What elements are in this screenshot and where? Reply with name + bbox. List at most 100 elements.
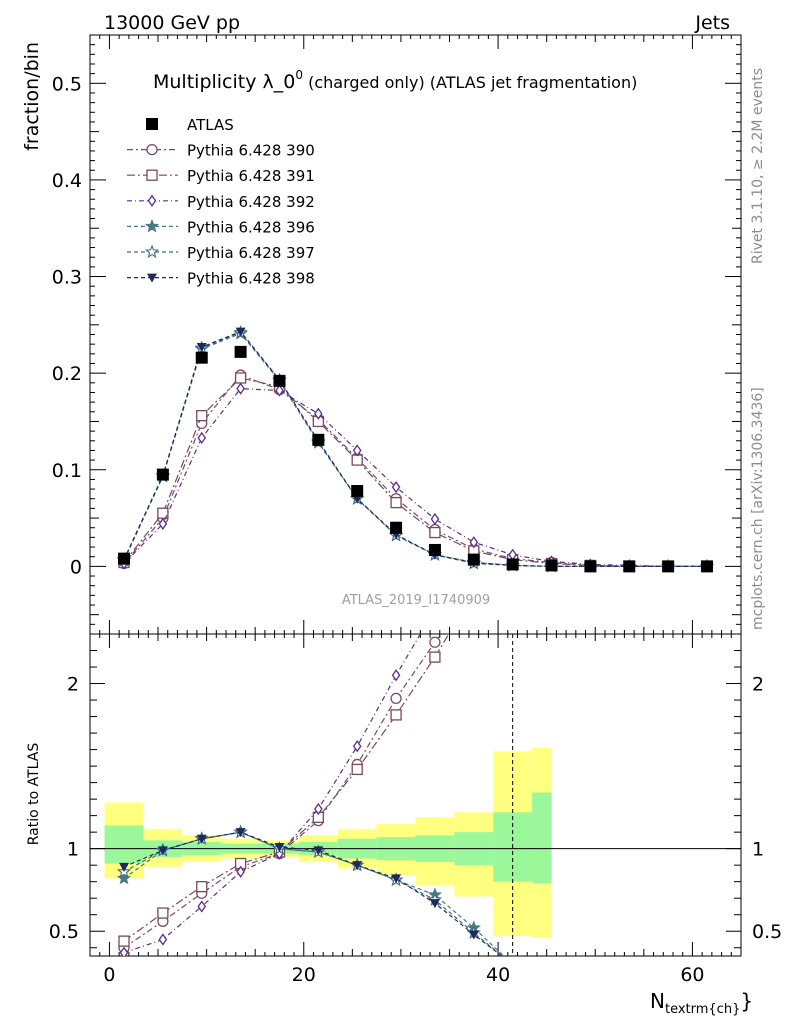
legend-marker — [146, 169, 158, 181]
ratio-point — [157, 846, 168, 856]
ratio-y-tick-label-left: 2 — [67, 674, 79, 696]
legend-marker — [147, 273, 157, 283]
ratio-series-line — [123, 634, 450, 942]
watermark: ATLAS_2019_I1740909 — [342, 593, 490, 608]
x-tick-label: 40 — [486, 964, 510, 986]
main-y-tick-label: 0 — [70, 556, 82, 578]
x-axis-label: Ntextrm{ch}} — [650, 989, 753, 1017]
mc-point — [196, 410, 208, 422]
ratio-band-inner — [532, 792, 552, 884]
data-point — [700, 560, 713, 573]
legend-entry: Pythia 6.428 392 — [127, 193, 315, 211]
main-y-tick-label: 0.3 — [52, 267, 82, 289]
main-y-tick-label: 0.5 — [52, 73, 82, 95]
data-point — [545, 559, 558, 572]
legend-label: ATLAS — [187, 116, 234, 134]
ratio-series-line — [123, 634, 442, 949]
data-point — [584, 560, 597, 573]
ratio-series-group — [116, 634, 505, 956]
data-point — [195, 351, 208, 364]
data-point — [623, 560, 636, 573]
header-right: Jets — [694, 12, 730, 34]
mc-point — [236, 382, 245, 395]
x-tick-label: 60 — [680, 964, 704, 986]
main-series-group — [116, 325, 715, 573]
series-line — [123, 332, 707, 567]
legend-label: Pythia 6.428 397 — [187, 244, 315, 262]
ratio-bands — [104, 747, 552, 938]
mc-point — [196, 343, 207, 353]
ratio-point — [351, 763, 363, 776]
main-title: Multiplicity λ_00 (charged only) (ATLAS … — [153, 68, 637, 93]
ratio-point — [429, 636, 441, 648]
ratio-point — [274, 843, 285, 853]
legend-marker — [146, 143, 158, 156]
ratio-point — [196, 880, 208, 893]
ratio-point — [352, 740, 362, 753]
ratio-y-tick-label-right: 2 — [752, 674, 764, 696]
title-main: Multiplicity λ_0 — [153, 71, 295, 93]
legend-entry: Pythia 6.428 391 — [127, 167, 315, 185]
ratio-series-line — [123, 831, 505, 956]
ratio-point — [236, 865, 245, 878]
ratio-point — [158, 933, 168, 946]
mc-point — [352, 444, 362, 457]
x-tick-label: 20 — [292, 964, 316, 986]
main-y-tick-label: 0.4 — [52, 170, 82, 192]
ratio-frame — [89, 633, 742, 957]
x-axis-label-sub: textrm{ch} — [665, 1002, 740, 1017]
ratio-point — [391, 669, 401, 682]
data-point — [428, 543, 441, 556]
ratio-y-tick-label-right: 1 — [752, 839, 764, 861]
x-axis-label-main: N — [650, 989, 665, 1013]
legend-marker — [147, 194, 157, 207]
series-line — [123, 331, 707, 567]
legend-label: Pythia 6.428 390 — [187, 142, 315, 160]
data-point — [506, 558, 519, 571]
main-ylabel: fraction/bin — [21, 42, 43, 151]
mc-point — [234, 372, 247, 384]
data-point — [118, 552, 131, 565]
title-suffix: (charged only) (ATLAS jet fragmentation) — [303, 73, 637, 92]
ratio-series-line — [123, 634, 422, 954]
legend-entry: ATLAS — [146, 116, 234, 134]
ratio-point — [390, 692, 402, 705]
mc-point — [429, 526, 441, 539]
ratio-point — [235, 828, 246, 838]
ratio-point — [468, 930, 479, 940]
legend-label: Pythia 6.428 392 — [187, 193, 315, 211]
series-line — [123, 387, 707, 567]
mcplots-label: mcplots.cern.ch [arXiv:1306.3436] — [750, 387, 766, 630]
series-line — [123, 330, 707, 567]
legend-label: Pythia 6.428 398 — [187, 270, 315, 288]
main-panel: 0 0.1 0.2 0.3 0.4 0.5 ATLAS Pythia 6.428 390 Pyt… — [52, 34, 742, 635]
mc-point — [197, 431, 207, 445]
legend: ATLAS Pythia 6.428 390 Pythia 6.428 391 Pyt… — [127, 116, 315, 288]
mc-point — [158, 517, 168, 530]
ratio-point — [197, 900, 207, 913]
ratio-point — [390, 709, 402, 721]
rivet-label: Rivet 3.1.10, ≥ 2.2M events — [750, 68, 766, 264]
legend-marker — [144, 244, 160, 259]
ratio-y-tick-label-left: 0.5 — [49, 921, 79, 943]
legend-label: Pythia 6.428 391 — [187, 167, 315, 185]
header-left: 13000 GeV pp — [104, 12, 240, 34]
mc-point — [391, 481, 401, 494]
data-point — [467, 553, 480, 566]
ratio-point — [118, 935, 130, 947]
x-tick-label: 0 — [103, 964, 115, 986]
legend-marker — [144, 218, 160, 233]
ratio-point — [352, 861, 363, 871]
data-point — [390, 521, 403, 534]
legend-entry: Pythia 6.428 396 — [127, 218, 315, 236]
mc-point — [351, 454, 363, 466]
mc-point — [469, 536, 479, 549]
series-line — [123, 374, 707, 567]
ratio-point — [196, 834, 207, 844]
mc-point — [430, 512, 440, 526]
ratio-point — [119, 862, 130, 872]
mc-point — [275, 384, 284, 397]
data-point — [156, 468, 169, 481]
